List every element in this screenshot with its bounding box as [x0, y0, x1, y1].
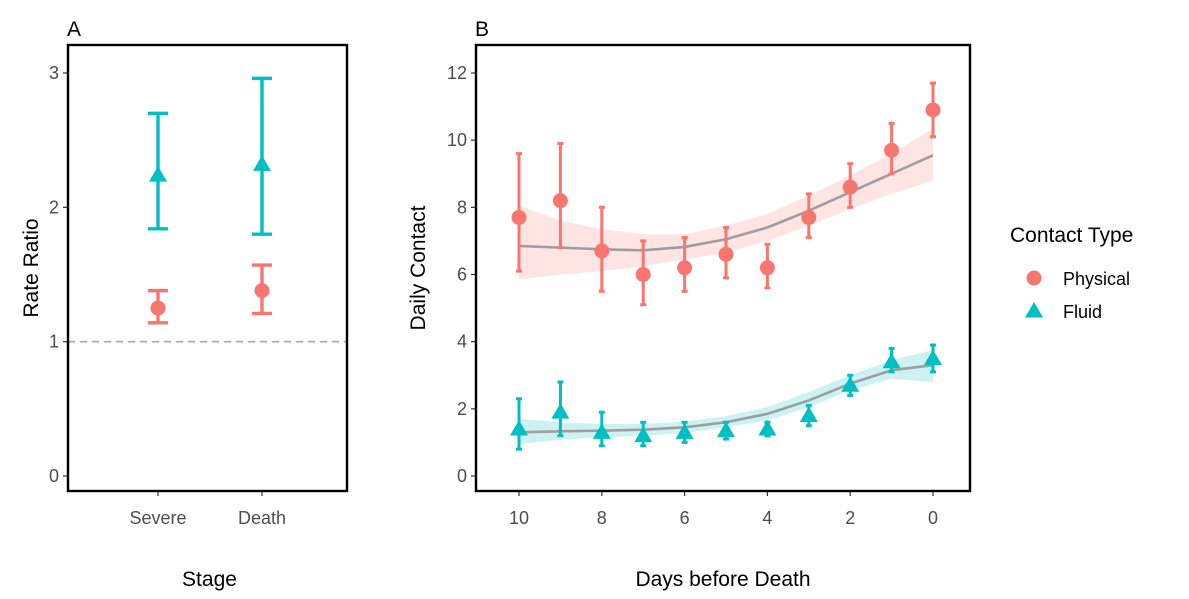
- panel-b-fluid-day-9-point: [551, 403, 570, 419]
- x-tick-label: 0: [928, 508, 938, 528]
- panel-b-physical-day-4-point: [759, 260, 775, 276]
- panel-a-physical-severe-point: [150, 300, 166, 316]
- legend-key-fluid: [1025, 302, 1043, 318]
- panel-b-fluid-day-10-point: [510, 419, 528, 436]
- y-tick-label: 0: [457, 466, 467, 486]
- y-tick-label: 3: [49, 63, 59, 83]
- panel-b-frame: [474, 43, 972, 493]
- y-axis-title-b: Daily Contact: [407, 205, 430, 330]
- x-tick-label-death: Death: [238, 508, 286, 528]
- legend-label-fluid: Fluid: [1063, 302, 1102, 322]
- panel-b-fluid-day-4-point: [758, 419, 777, 436]
- trend-band-physical: [519, 128, 933, 280]
- panel-a-physical-death-point: [254, 283, 270, 299]
- panel-b-fluid-day-8-point: [592, 423, 611, 439]
- panel-b-physical-day-0-point: [925, 102, 941, 118]
- panel-b-fluid-day-1-point: [882, 352, 901, 369]
- x-tick-label-severe: Severe: [129, 508, 186, 528]
- panel-b-physical-day-2-point: [842, 179, 858, 195]
- panel-b-physical-day-3-point: [801, 209, 817, 225]
- panel-label-a: A: [67, 18, 81, 41]
- panel-a: A 0 1 2 3 Severe Death Rate Ratio Stage: [20, 18, 349, 591]
- panel-b: B 0 2 4 6 8 10 12 10 8 6 4 2 0 Daily Contact Days befor…: [407, 18, 972, 591]
- panel-b-fluid-day-5-point: [717, 421, 735, 438]
- legend: Contact Type Physical Fluid: [1010, 224, 1133, 322]
- panel-b-fluid-day-2-point: [841, 376, 860, 392]
- panel-b-physical-day-1-point: [884, 142, 900, 158]
- panel-b-physical-day-6-point: [677, 260, 693, 276]
- panel-b-fluid-day-3-point: [799, 406, 818, 423]
- y-tick-label: 10: [447, 130, 467, 150]
- y-tick-label: 1: [49, 332, 59, 352]
- panel-b-fluid-day-0-point: [924, 349, 942, 365]
- panel-a-frame: [66, 43, 349, 493]
- x-tick-label: 10: [509, 508, 529, 528]
- panel-b-fluid-day-6-point: [675, 423, 694, 439]
- y-tick-label: 4: [457, 332, 467, 352]
- panel-b-physical-day-9-point: [552, 193, 568, 209]
- y-tick-label: 6: [457, 265, 467, 285]
- panel-b-physical-day-10-point: [511, 209, 527, 225]
- panel-b-fluid-day-7-point: [634, 426, 653, 443]
- x-tick-label: 6: [680, 508, 690, 528]
- y-tick-label: 8: [457, 197, 467, 217]
- x-tick-label: 2: [845, 508, 855, 528]
- x-tick-label: 4: [762, 508, 772, 528]
- panel-label-b: B: [475, 18, 489, 41]
- panel-b-physical-day-5-point: [718, 246, 734, 262]
- y-tick-label: 0: [49, 466, 59, 486]
- panel-a-fluid-death-point: [253, 155, 271, 171]
- panel-b-physical-day-8-point: [594, 243, 610, 259]
- panel-a-fluid-severe-point: [149, 166, 167, 182]
- x-axis-title-b: Days before Death: [635, 568, 810, 591]
- legend-title: Contact Type: [1010, 224, 1133, 247]
- legend-label-physical: Physical: [1063, 269, 1130, 289]
- panel-b-physical-day-7-point: [635, 267, 651, 282]
- y-axis-title-a: Rate Ratio: [20, 218, 43, 317]
- x-tick-label: 8: [597, 508, 607, 528]
- y-tick-label: 2: [457, 399, 467, 419]
- legend-key-physical: [1026, 270, 1042, 286]
- y-tick-label: 12: [447, 63, 467, 83]
- x-axis-title-a: Stage: [182, 568, 237, 591]
- y-tick-label: 2: [49, 197, 59, 217]
